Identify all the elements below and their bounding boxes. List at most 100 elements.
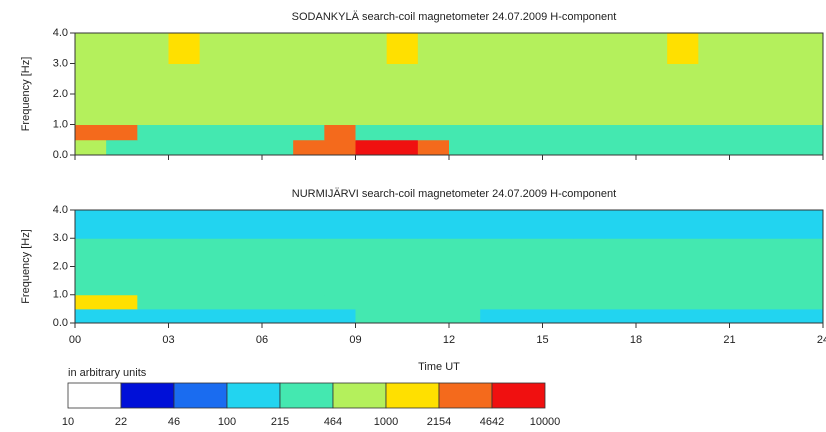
spectrogram-cell [417,308,450,324]
spectrogram-cell [760,266,793,296]
spectrogram-cell [355,33,388,64]
colorbar-swatch [491,382,546,409]
spectrogram-cell [75,94,107,125]
spectrogram-cell [293,294,325,310]
spectrogram-cell [760,294,793,310]
colorbar-swatch [173,382,228,409]
spectrogram-cell [355,266,388,296]
spectrogram-cell [573,139,606,156]
spectrogram-cell [480,308,512,324]
spectrogram-cell [230,266,263,296]
spectrogram-cell [386,294,419,310]
spectrogram-cell [386,308,419,324]
spectrogram-cell [262,124,294,141]
y-tick-label: 0.0 [53,317,68,329]
spectrogram-cell [698,94,730,125]
spectrogram-cell [480,210,512,239]
spectrogram-cell [604,294,637,310]
spectrogram-cell [137,210,169,239]
colorbar-swatch [332,382,387,409]
spectrogram-cell [75,33,107,64]
colorbar-swatch [279,382,334,409]
x-tick-label: 21 [723,334,735,346]
spectrogram-cell [417,33,450,64]
spectrogram-cell [75,238,107,267]
colorbar-label: 215 [271,416,289,428]
colorbar-swatch [438,382,493,409]
spectrogram-cell [511,124,543,141]
spectrogram-cell [230,139,263,156]
spectrogram-cell [729,33,762,64]
spectrogram-cell [511,308,543,324]
spectrogram-cell [636,63,668,95]
spectrogram-cell [573,210,606,239]
y-tick-label: 2.0 [53,260,68,272]
spectrogram-cell [604,139,637,156]
spectrogram-cell [355,94,388,125]
x-tick-label: 09 [349,334,361,346]
spectrogram-cell [449,266,481,296]
spectrogram-cell [667,139,699,156]
spectrogram-cell [604,238,637,267]
spectrogram-cell [511,294,543,310]
spectrogram-cell [293,266,325,296]
spectrogram-cell [480,33,512,64]
spectrogram-cell [106,308,138,324]
spectrogram-cell [417,294,450,310]
colorbar-swatch [226,382,281,409]
spectrogram-cell [168,94,201,125]
spectrogram-cell [168,63,201,95]
spectrogram-cell [168,210,201,239]
colorbar-label: 10000 [530,416,561,428]
spectrogram-cell [698,238,730,267]
spectrogram-cell [729,210,762,239]
spectrogram-cell [636,124,668,141]
spectrogram-cell [636,210,668,239]
spectrogram-cell [542,33,575,64]
y-tick-label: 3.0 [53,232,68,244]
spectrogram-cell [199,94,232,125]
spectrogram-cell [573,308,606,324]
spectrogram-cell [106,63,138,95]
spectrogram-cell [75,308,107,324]
spectrogram-cell [293,308,325,324]
spectrogram-cell [417,94,450,125]
spectrogram-cell [760,63,793,95]
spectrogram-cell [230,238,263,267]
spectrogram-cell [636,33,668,64]
spectrogram-cell [760,139,793,156]
spectrogram-cell [698,139,730,156]
spectrogram-cell [106,266,138,296]
spectrogram-cell [449,124,481,141]
spectrogram-cell [636,294,668,310]
colorbar-label: 464 [324,416,342,428]
spectrogram-cell [324,294,356,310]
colorbar-swatch [67,382,122,409]
spectrogram-cell [355,238,388,267]
spectrogram-cell [75,124,107,141]
spectrogram-cell [324,139,356,156]
spectrogram-cell [355,294,388,310]
spectrogram-cell [230,210,263,239]
spectrogram-cell [791,294,824,310]
spectrogram-cell [449,308,481,324]
spectrogram-cell [137,139,169,156]
spectrogram-cell [230,294,263,310]
spectrogram-cell [199,238,232,267]
colorbar-swatch [385,382,440,409]
x-tick-label: 00 [69,334,81,346]
spectrogram-cell [199,308,232,324]
x-tick-label: 15 [536,334,548,346]
spectrogram-cell [573,294,606,310]
spectrogram-cell [760,94,793,125]
spectrogram-cell [355,308,388,324]
spectrogram-cell [199,266,232,296]
spectrogram-cell [698,210,730,239]
spectrogram-cell [386,33,419,64]
spectrogram-cell [729,63,762,95]
spectrogram-cell [262,94,294,125]
spectrogram-cell [760,210,793,239]
spectrogram-cell [542,266,575,296]
spectrogram-cell [137,33,169,64]
